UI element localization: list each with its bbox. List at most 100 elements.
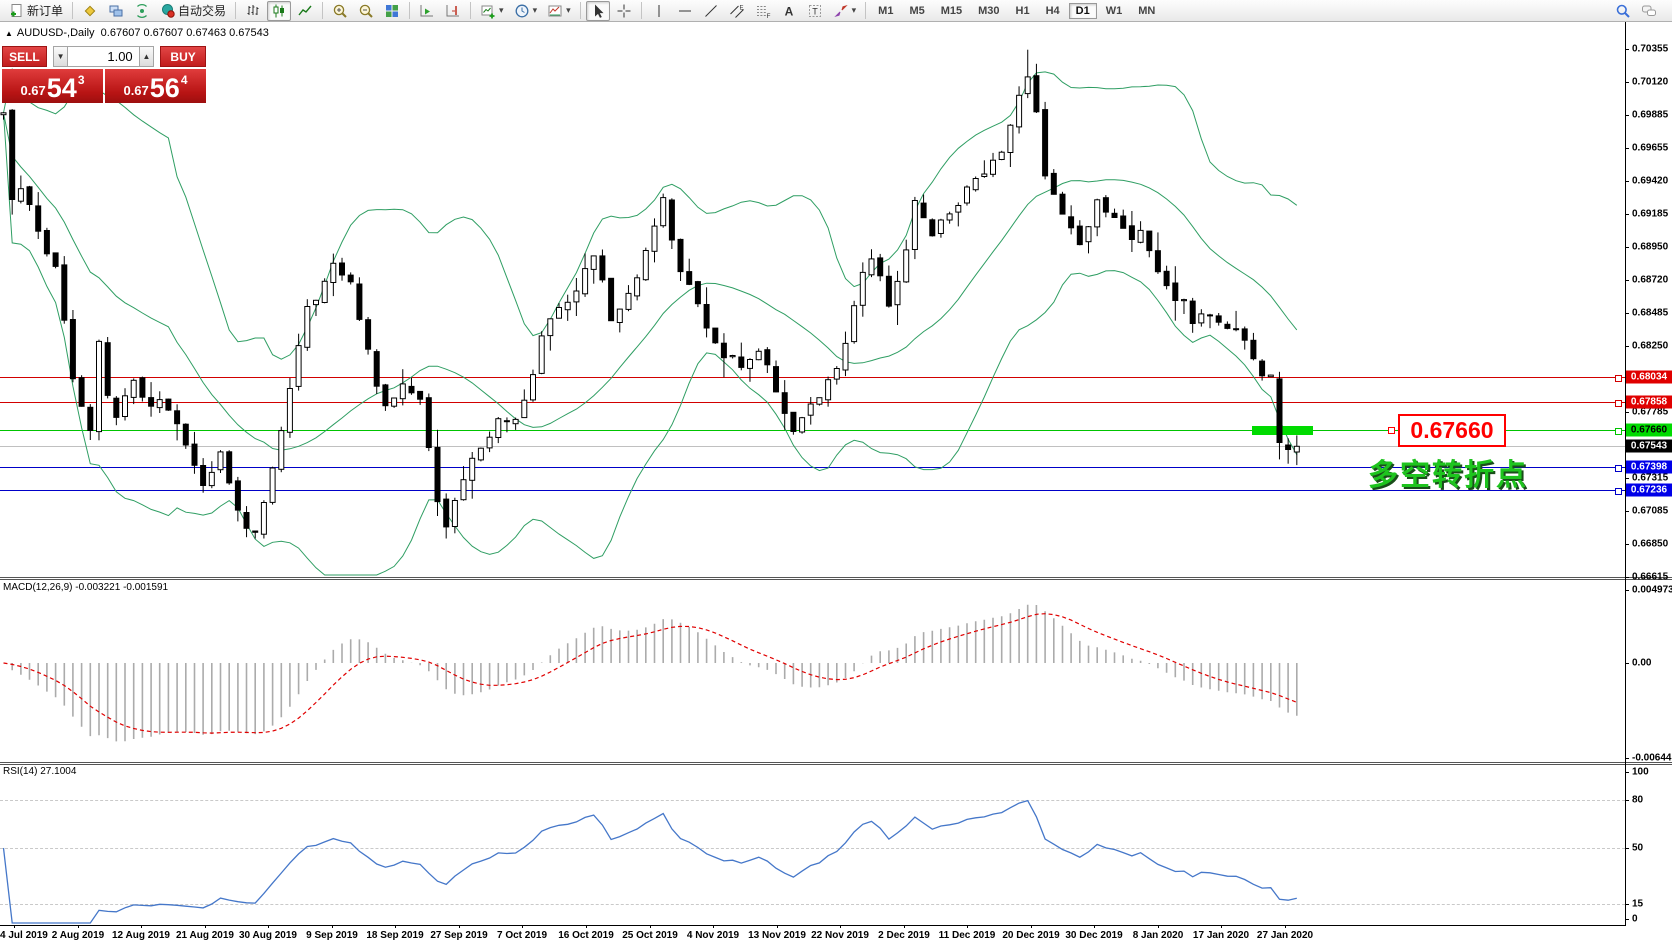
new-chart-button[interactable]: ▾: [476, 1, 508, 21]
fibonacci-button[interactable]: F: [751, 1, 775, 21]
pane-separator-rsi[interactable]: [0, 762, 1672, 765]
market-watch-button[interactable]: [78, 1, 102, 21]
volume-increase-button[interactable]: ▲: [138, 46, 155, 67]
time-axis-label[interactable]: 2 Aug 2019: [51, 930, 105, 941]
trendline-button[interactable]: [699, 1, 723, 21]
level-line-0.68034[interactable]: [0, 377, 1625, 378]
current-price-line[interactable]: [0, 446, 1625, 447]
level-line-anchor[interactable]: [1615, 428, 1622, 435]
time-axis-label[interactable]: 7 Oct 2019: [496, 930, 548, 941]
level-line-0.67858[interactable]: [0, 402, 1625, 403]
time-axis-label[interactable]: 13 Nov 2019: [748, 930, 806, 941]
vertical-line-button[interactable]: [647, 1, 671, 21]
text-label-button[interactable]: T: [803, 1, 827, 21]
dropdown-arrow-icon[interactable]: ▾: [851, 5, 857, 15]
time-axis-label[interactable]: 20 Dec 2019: [1002, 930, 1060, 941]
pane-separator-macd[interactable]: [0, 577, 1672, 580]
time-axis-label[interactable]: 25 Oct 2019: [622, 930, 678, 941]
timeframe-mn-button[interactable]: MN: [1138, 4, 1156, 17]
timeframe-m15-button[interactable]: M15: [940, 4, 963, 17]
toolbar-separator: [865, 2, 867, 19]
time-axis-tick: [205, 925, 206, 928]
time-axis-label[interactable]: 2 Dec 2019: [878, 930, 930, 941]
timeframe-h1-button[interactable]: H1: [1015, 4, 1030, 17]
rsi-level-15: [0, 904, 1625, 905]
arrows-icon: [833, 4, 848, 17]
price-chart-canvas[interactable]: [0, 22, 1625, 925]
annotation-anchor-marker[interactable]: [1388, 427, 1395, 434]
time-axis-label[interactable]: 17 Jan 2020: [1192, 930, 1250, 941]
rsi-indicator-label: RSI(14) 27.1004: [3, 766, 77, 777]
level-line-0.67660[interactable]: [0, 430, 1625, 431]
timeframe-m1-button[interactable]: M1: [878, 4, 894, 17]
time-axis-label[interactable]: 27 Jan 2020: [1256, 930, 1314, 941]
one-click-trading-panel: SELL ▼ 1.00 ▲ BUY 0.67 54 3 0.67 56 4: [2, 46, 206, 103]
volume-decrease-button[interactable]: ▼: [52, 46, 69, 67]
timeframe-d1-button[interactable]: D1: [1068, 2, 1097, 19]
line-chart-button[interactable]: [293, 1, 317, 21]
time-axis-label[interactable]: 11 Dec 2019: [938, 930, 996, 941]
sell-button[interactable]: SELL: [2, 46, 47, 67]
navigator-button[interactable]: [104, 1, 128, 21]
buy-button[interactable]: BUY: [160, 46, 206, 67]
profiles-button[interactable]: ▾: [510, 1, 542, 21]
price-annotation-box[interactable]: 0.67660: [1398, 414, 1506, 447]
channel-button[interactable]: E: [725, 1, 749, 21]
signals-button[interactable]: [130, 1, 154, 21]
time-axis-label[interactable]: 18 Sep 2019: [366, 930, 424, 941]
dropdown-arrow-icon[interactable]: ▾: [532, 5, 538, 15]
timeframe-m30-button[interactable]: M30: [978, 4, 1000, 17]
bar-chart-button[interactable]: [241, 1, 265, 21]
time-axis-label[interactable]: 9 Sep 2019: [306, 930, 358, 941]
buy-price-tile[interactable]: 0.67 56 4: [105, 69, 206, 103]
chart-shift-button[interactable]: [441, 1, 465, 21]
volume-input[interactable]: 1.00: [68, 46, 139, 67]
toolbar-separator: [579, 2, 581, 19]
level-line-0.67236[interactable]: [0, 490, 1625, 491]
turning-point-label[interactable]: 多空转折点: [1368, 459, 1528, 492]
level-line-anchor[interactable]: [1615, 375, 1622, 382]
collapse-triangle-icon[interactable]: ▲: [5, 29, 13, 38]
dropdown-arrow-icon[interactable]: ▾: [499, 5, 504, 15]
new-order-button[interactable]: 新订单: [5, 0, 67, 21]
time-axis-label[interactable]: 27 Sep 2019: [430, 930, 488, 941]
time-axis-label[interactable]: 8 Jan 2020: [1132, 930, 1184, 941]
crosshair-button[interactable]: [612, 1, 636, 21]
auto-scroll-button[interactable]: [415, 1, 439, 21]
zoom-in-button[interactable]: [328, 1, 352, 21]
chat-button[interactable]: [1637, 1, 1661, 21]
time-axis-label[interactable]: 30 Dec 2019: [1065, 930, 1123, 941]
templates-button[interactable]: ▾: [543, 1, 575, 21]
level-line-anchor[interactable]: [1615, 465, 1622, 472]
time-axis-label[interactable]: 4 Jul 2019: [0, 930, 48, 941]
level-line-anchor[interactable]: [1615, 400, 1622, 407]
timeframe-h4-button[interactable]: H4: [1045, 4, 1060, 17]
time-axis-label[interactable]: 12 Aug 2019: [112, 930, 170, 941]
timeframe-m5-button[interactable]: M5: [909, 4, 925, 17]
time-axis-label[interactable]: 21 Aug 2019: [176, 930, 234, 941]
textT-icon: T: [808, 4, 821, 17]
time-axis-label[interactable]: 30 Aug 2019: [239, 930, 297, 941]
cursor-button[interactable]: [585, 0, 610, 21]
price-axis-badge-0.67398: 0.67398: [1626, 460, 1672, 474]
crosshair-icon: [617, 4, 631, 17]
sell-price-tile[interactable]: 0.67 54 3: [2, 69, 103, 103]
time-axis-label[interactable]: 4 Nov 2019: [686, 930, 740, 941]
chart-window[interactable]: 0.70355 0.70120 0.69885 0.69655 0.69420 0.691…: [0, 22, 1672, 947]
search-button[interactable]: [1611, 1, 1635, 21]
price-axis-label: 0.68950: [1632, 241, 1669, 253]
time-axis-label[interactable]: 22 Nov 2019: [811, 930, 869, 941]
price-axis-tick: [1625, 247, 1629, 248]
tile-windows-button[interactable]: [380, 1, 404, 21]
autotrading-button[interactable]: 自动交易: [156, 0, 230, 21]
arrows-button[interactable]: ▾: [829, 1, 861, 21]
text-button[interactable]: A: [777, 1, 801, 21]
zoom-out-button[interactable]: [354, 1, 378, 21]
candlestick-button[interactable]: [267, 0, 292, 21]
horizontal-line-button[interactable]: [673, 1, 697, 21]
timeframe-w1-button[interactable]: W1: [1105, 4, 1123, 17]
dropdown-arrow-icon[interactable]: ▾: [566, 5, 571, 15]
time-axis-tick: [459, 925, 460, 928]
time-axis-label[interactable]: 16 Oct 2019: [558, 930, 614, 941]
level-line-anchor[interactable]: [1615, 488, 1622, 495]
